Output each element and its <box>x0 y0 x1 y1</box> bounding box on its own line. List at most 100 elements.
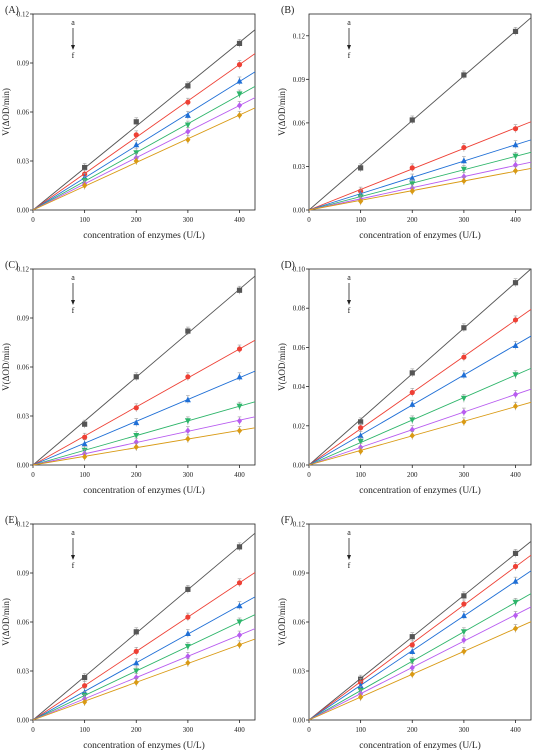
y-tick-label: 0.03 <box>293 668 306 676</box>
plot-frame <box>308 268 532 466</box>
series-d <box>308 593 532 721</box>
series-line <box>32 638 256 721</box>
series-e <box>308 606 532 721</box>
panel-label: (D) <box>281 260 295 271</box>
annotation-bottom: f <box>348 561 351 570</box>
data-point <box>236 427 243 434</box>
annotation-top: a <box>347 18 351 27</box>
series-b <box>32 572 256 721</box>
series-line <box>32 614 256 721</box>
data-point <box>185 435 191 443</box>
data-point <box>82 434 88 440</box>
series-line <box>308 621 532 721</box>
data-point <box>236 544 243 550</box>
y-axis-label: V(ΔOD/min) <box>277 343 287 391</box>
series-e <box>32 628 256 721</box>
series-line <box>308 401 532 466</box>
panel-label: (C) <box>5 260 18 271</box>
data-point <box>236 91 243 98</box>
data-point <box>461 173 467 180</box>
series-f <box>32 107 256 211</box>
annotation-arrow-head <box>71 300 75 305</box>
data-point <box>184 418 191 425</box>
y-tick-label: 0.04 <box>293 383 306 391</box>
data-point <box>512 342 519 349</box>
series-line <box>308 151 532 211</box>
data-point <box>460 371 467 378</box>
data-point <box>460 629 467 635</box>
data-point <box>512 141 519 148</box>
x-axis-label: concentration of enzymes (U/L) <box>83 230 205 241</box>
y-tick-label: 0.12 <box>17 266 30 274</box>
data-point <box>409 117 415 123</box>
series-line <box>32 416 256 466</box>
data-point <box>133 150 140 157</box>
series-a <box>308 541 532 721</box>
series-d <box>308 367 532 466</box>
data-point <box>358 693 364 701</box>
y-tick-label: 0.08 <box>293 305 306 313</box>
plot-frame <box>32 13 256 211</box>
data-point <box>236 346 243 352</box>
series-a <box>308 268 532 466</box>
data-point <box>512 153 519 160</box>
y-tick-label: 0.12 <box>293 32 306 40</box>
panel-a: (A) 0 100 200 300 400 0.00 0.03 0.06 0.09 0.12 conc… <box>1 5 256 241</box>
x-tick-label: 300 <box>459 471 470 479</box>
y-tick-label: 0.00 <box>293 207 306 215</box>
x-tick-label: 0 <box>307 726 311 734</box>
y-axis-label: V(ΔOD/min) <box>277 88 287 136</box>
data-point <box>82 182 88 189</box>
series-c <box>32 370 256 466</box>
data-point <box>133 157 139 165</box>
annotation-bottom: f <box>72 561 75 570</box>
data-point <box>512 280 519 286</box>
data-point <box>460 166 467 173</box>
series-line <box>32 572 256 721</box>
x-tick-label: 100 <box>355 216 366 224</box>
data-point <box>236 631 243 639</box>
data-point <box>409 370 415 376</box>
series-line <box>308 268 532 466</box>
x-tick-label: 400 <box>510 216 521 224</box>
series-line <box>308 593 532 721</box>
annotation-arrow-head <box>347 300 351 305</box>
data-point <box>184 112 191 118</box>
data-point <box>133 679 139 686</box>
data-point <box>236 62 243 68</box>
annotation-bottom: f <box>72 306 75 315</box>
x-tick-label: 200 <box>131 471 142 479</box>
annotation-top: a <box>71 528 75 537</box>
data-point <box>409 174 416 181</box>
x-tick-label: 400 <box>234 726 245 734</box>
x-tick-label: 300 <box>459 726 470 734</box>
data-point <box>358 425 364 431</box>
series-e <box>32 97 256 211</box>
series-line <box>32 53 256 211</box>
y-tick-label: 0.12 <box>17 521 30 529</box>
data-point <box>512 625 519 632</box>
y-tick-label: 0.12 <box>17 11 30 19</box>
panel-b: (B) 0 100 200 300 400 0.00 0.03 0.06 0.09 0.12 conc… <box>277 5 532 241</box>
data-point <box>409 165 415 171</box>
data-point <box>461 648 467 655</box>
y-tick-label: 0.12 <box>293 521 306 529</box>
series-d <box>32 85 256 211</box>
x-tick-label: 200 <box>407 216 418 224</box>
data-point <box>409 417 416 424</box>
panel-label: (E) <box>5 515 18 526</box>
annotation-top: a <box>71 273 75 282</box>
y-tick-label: 0.06 <box>293 119 306 127</box>
x-tick-label: 400 <box>234 216 245 224</box>
x-tick-label: 0 <box>31 471 35 479</box>
panel-label: (A) <box>5 5 19 16</box>
annotation-top: a <box>347 273 351 282</box>
data-point <box>236 403 243 410</box>
y-tick-label: 0.00 <box>17 717 30 725</box>
data-point <box>133 119 139 125</box>
annotation-arrow-head <box>347 45 351 50</box>
data-point <box>236 641 243 649</box>
y-tick-label: 0.06 <box>293 344 306 352</box>
y-tick-label: 0.06 <box>17 619 30 627</box>
